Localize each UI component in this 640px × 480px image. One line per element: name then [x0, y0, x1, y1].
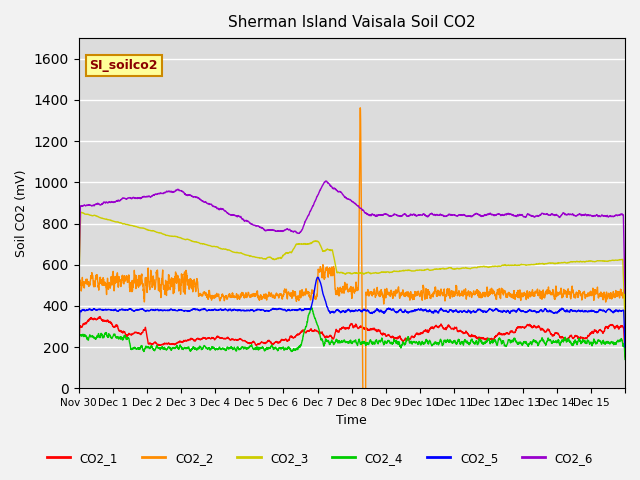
Text: SI_soilco2: SI_soilco2 [90, 59, 158, 72]
Title: Sherman Island Vaisala Soil CO2: Sherman Island Vaisala Soil CO2 [228, 15, 476, 30]
X-axis label: Time: Time [337, 414, 367, 427]
Y-axis label: Soil CO2 (mV): Soil CO2 (mV) [15, 169, 28, 257]
Legend: CO2_1, CO2_2, CO2_3, CO2_4, CO2_5, CO2_6: CO2_1, CO2_2, CO2_3, CO2_4, CO2_5, CO2_6 [42, 447, 598, 469]
